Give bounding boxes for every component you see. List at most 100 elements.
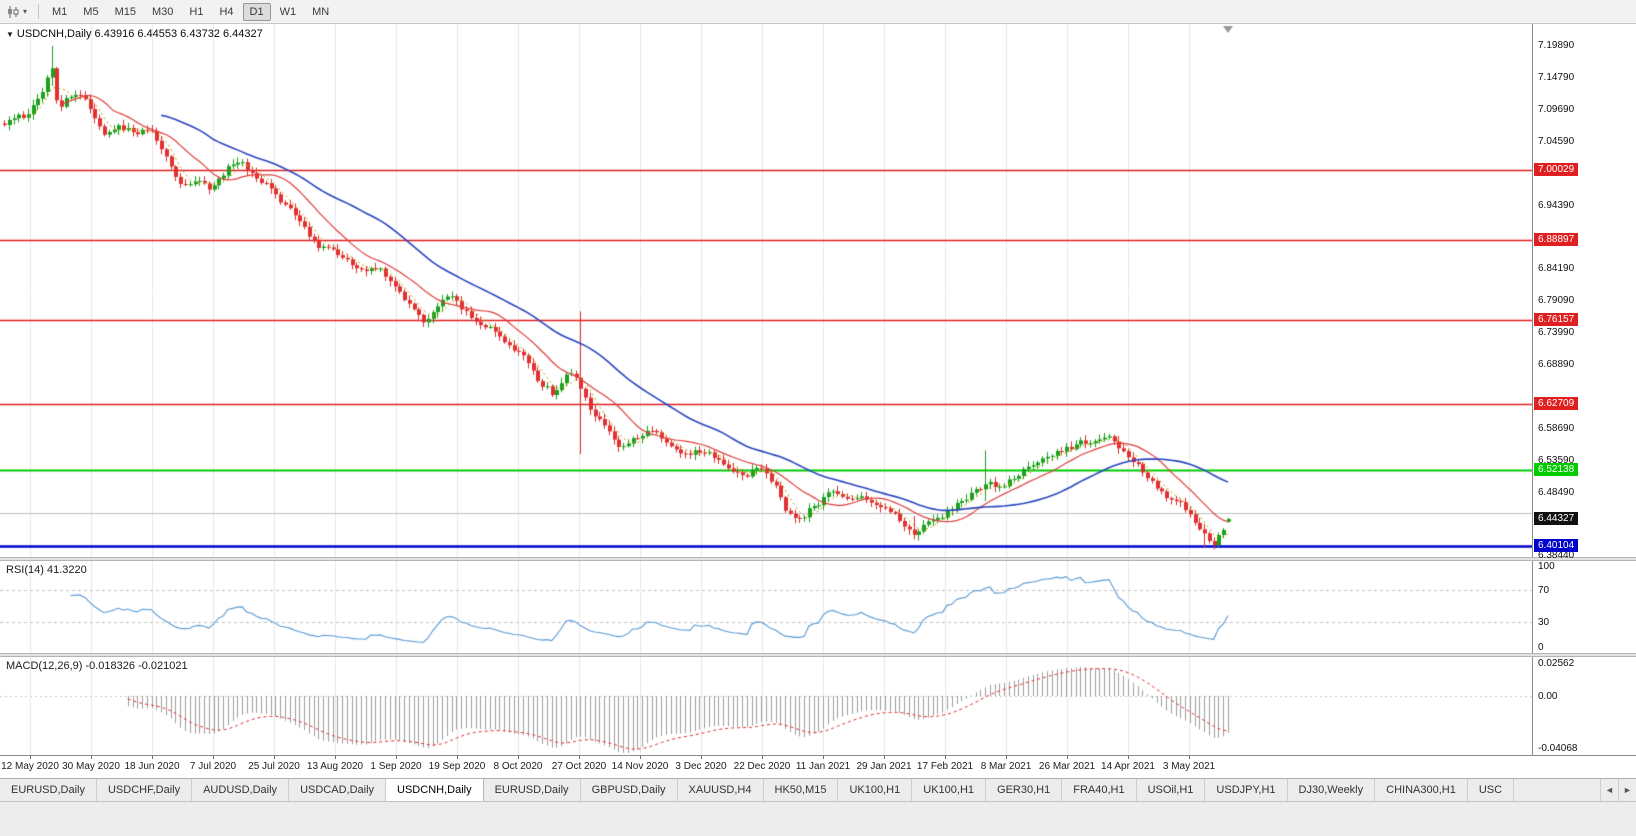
timeframe-w1[interactable]: W1 <box>279 5 297 18</box>
macd-axis-label: 0.02562 <box>1538 658 1575 669</box>
date-tick-mark <box>213 756 214 759</box>
price-axis-label: 7.04590 <box>1538 135 1575 147</box>
symbol-tab-usdchf-daily[interactable]: USDCHF,Daily <box>97 779 193 801</box>
symbol-tab-usc[interactable]: USC <box>1468 779 1515 801</box>
symbol-tab-usdcad-daily[interactable]: USDCAD,Daily <box>289 779 387 801</box>
macd-label: MACD(12,26,9) -0.018326 -0.021021 <box>6 660 188 672</box>
current-price-tag: 6.44327 <box>1534 512 1579 526</box>
date-axis-label: 11 Jan 2021 <box>795 761 851 772</box>
toolbar-separator <box>38 4 40 19</box>
chart-title: ▼ USDCNH,Daily 6.43916 6.44553 6.43732 6.… <box>6 28 263 40</box>
symbol-tab-ger30-h1[interactable]: GER30,H1 <box>986 779 1063 801</box>
tab-scroll-left-icon[interactable]: ◄ <box>1600 779 1618 801</box>
macd-axis[interactable]: 0.02562 0.00 -0.04068 <box>1532 657 1636 755</box>
rsi-chart-canvas[interactable] <box>0 561 1532 653</box>
date-axis[interactable]: 12 May 2020 30 May 2020 18 Jun 2020 7 Jul 2… <box>0 755 1636 778</box>
date-tick-mark <box>762 756 763 759</box>
price-axis-label: 6.38440 <box>1538 549 1575 561</box>
timeframe-m5[interactable]: M5 <box>83 5 99 18</box>
macd-plot: MACD(12,26,9) -0.018326 -0.021021 <box>0 657 1532 755</box>
price-axis-label: 7.09690 <box>1538 103 1575 115</box>
date-axis-label: 27 Oct 2020 <box>551 761 607 772</box>
date-tick-mark <box>1189 756 1190 759</box>
date-axis-label: 25 Jul 2020 <box>248 761 300 772</box>
price-axis-label: 6.68890 <box>1538 359 1575 371</box>
date-tick-mark <box>1067 756 1068 759</box>
symbol-tab-hk50-m15[interactable]: HK50,M15 <box>764 779 839 801</box>
panel-divider[interactable] <box>0 653 1636 657</box>
date-axis-label: 26 Mar 2021 <box>1038 761 1096 772</box>
date-tick-mark <box>640 756 641 759</box>
date-axis-label: 3 Dec 2020 <box>675 761 727 772</box>
price-axis-label: 6.48490 <box>1538 487 1575 498</box>
price-axis-label: 7.14790 <box>1538 71 1575 83</box>
date-axis-label: 3 May 2021 <box>1162 761 1216 772</box>
date-tick-mark <box>823 756 824 759</box>
macd-chart-canvas[interactable] <box>0 657 1532 755</box>
date-tick-mark <box>884 756 885 759</box>
candlestick-chart-canvas[interactable] <box>0 24 1532 557</box>
price-axis-label: 7.19890 <box>1538 39 1575 51</box>
date-axis-label: 19 Sep 2020 <box>428 761 486 772</box>
rsi-axis-label: 0 <box>1538 642 1544 653</box>
timeframe-mn[interactable]: MN <box>312 5 330 18</box>
symbol-tab-china300-h1[interactable]: CHINA300,H1 <box>1375 779 1468 801</box>
symbol-tab-xauusd-h4[interactable]: XAUUSD,H4 <box>678 779 764 801</box>
symbol-tab-usdcnh-daily[interactable]: USDCNH,Daily <box>386 779 484 801</box>
date-axis-label: 18 Jun 2020 <box>124 761 180 772</box>
date-axis-label: 8 Mar 2021 <box>980 761 1032 772</box>
tab-scroll-arrows: ◄ ► <box>1600 779 1636 801</box>
symbol-tab-gbpusd-daily[interactable]: GBPUSD,Daily <box>581 779 678 801</box>
date-axis-label: 14 Apr 2021 <box>1101 761 1155 772</box>
price-axis-label: 6.79090 <box>1538 295 1575 307</box>
date-axis-label: 30 May 2020 <box>62 761 120 772</box>
level-price-tag: 7.00029 <box>1534 163 1579 177</box>
price-chart-panel: ▼ USDCNH,Daily 6.43916 6.44553 6.43732 6.… <box>0 24 1636 561</box>
rsi-axis[interactable]: 100 70 30 0 <box>1532 561 1636 653</box>
timeframe-m15[interactable]: M15 <box>114 5 136 18</box>
symbol-tab-audusd-daily[interactable]: AUDUSD,Daily <box>192 779 290 801</box>
symbol-tab-fra40-h1[interactable]: FRA40,H1 <box>1062 779 1137 801</box>
date-tick-mark <box>1128 756 1129 759</box>
date-tick-mark <box>701 756 702 759</box>
symbol-tab-uk100-h1[interactable]: UK100,H1 <box>838 779 913 801</box>
date-tick-mark <box>457 756 458 759</box>
date-axis-label: 17 Feb 2021 <box>916 761 974 772</box>
symbol-tab-uk100-h1[interactable]: UK100,H1 <box>912 779 987 801</box>
chart-ohlc-values: 6.43916 6.44553 6.43732 6.44327 <box>94 28 263 40</box>
date-tick-mark <box>152 756 153 759</box>
tab-scroll-right-icon[interactable]: ► <box>1618 779 1636 801</box>
date-tick-mark <box>335 756 336 759</box>
symbol-tab-usoil-h1[interactable]: USOil,H1 <box>1137 779 1206 801</box>
timeframe-h4[interactable]: H4 <box>219 5 234 18</box>
date-tick-mark <box>579 756 580 759</box>
level-price-tag: 6.40104 <box>1534 538 1579 552</box>
symbol-dropdown-icon[interactable]: ▼ <box>6 30 14 39</box>
price-axis-label: 6.84190 <box>1538 263 1575 275</box>
timeframe-d1[interactable]: D1 <box>242 2 271 21</box>
timeframe-h1[interactable]: H1 <box>189 5 204 18</box>
price-axis[interactable]: 7.19890 7.14790 7.09690 7.04590 6.94390 6.841… <box>1532 24 1636 561</box>
symbol-tab-usdjpy-h1[interactable]: USDJPY,H1 <box>1205 779 1288 801</box>
date-tick-mark <box>518 756 519 759</box>
date-tick-mark <box>396 756 397 759</box>
rsi-label: RSI(14) 41.3220 <box>6 564 87 576</box>
chevron-down-icon[interactable]: ▾ <box>23 7 28 16</box>
timeframe-buttons: M1 M5 M15 M30 H1 H4 D1 W1 MN <box>44 2 337 21</box>
symbol-tab-eurusd-daily[interactable]: EURUSD,Daily <box>0 779 97 801</box>
panel-divider[interactable] <box>0 557 1636 561</box>
timeframe-m30[interactable]: M30 <box>151 5 174 18</box>
symbol-tab-eurusd-daily[interactable]: EURUSD,Daily <box>484 779 581 801</box>
date-axis-label: 7 Jul 2020 <box>189 761 237 772</box>
price-plot: ▼ USDCNH,Daily 6.43916 6.44553 6.43732 6.… <box>0 24 1532 557</box>
bottom-status-strip <box>0 801 1636 836</box>
macd-panel: MACD(12,26,9) -0.018326 -0.021021 0.0256… <box>0 657 1636 755</box>
rsi-plot: RSI(14) 41.3220 <box>0 561 1532 653</box>
price-axis-label: 6.58690 <box>1538 423 1575 435</box>
date-axis-label: 12 May 2020 <box>1 761 59 772</box>
symbol-tab-dj30-weekly[interactable]: DJ30,Weekly <box>1288 779 1376 801</box>
date-tick-mark <box>274 756 275 759</box>
candlestick-chart-icon[interactable] <box>4 3 22 20</box>
timeframe-m1[interactable]: M1 <box>52 5 68 18</box>
rsi-axis-label: 30 <box>1538 617 1550 629</box>
